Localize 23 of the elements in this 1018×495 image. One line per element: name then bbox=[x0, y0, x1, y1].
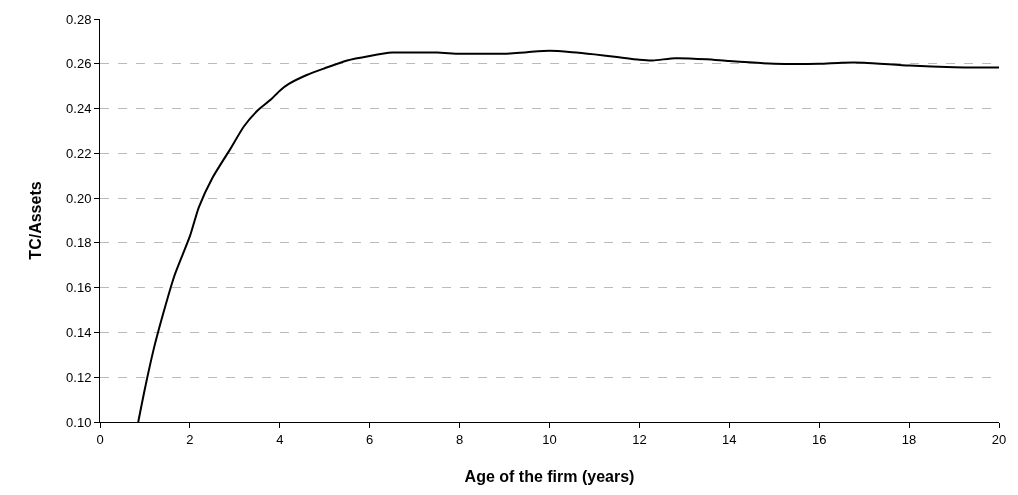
x-tick-label: 12 bbox=[632, 431, 647, 447]
y-tick-label: 0.16 bbox=[66, 280, 92, 296]
y-tick-label: 0.12 bbox=[66, 369, 92, 385]
y-tick-label: 0.28 bbox=[66, 11, 92, 27]
y-tick-label: 0.24 bbox=[66, 101, 92, 117]
y-tick-label: 0.22 bbox=[66, 145, 92, 161]
y-tick-label: 0.10 bbox=[66, 414, 92, 430]
x-tick-label: 10 bbox=[542, 431, 557, 447]
y-axis-title: TC/Assets bbox=[26, 181, 44, 260]
x-tick-label: 4 bbox=[276, 431, 284, 447]
x-tick-label: 16 bbox=[811, 431, 827, 447]
x-tick-label: 6 bbox=[366, 431, 374, 447]
x-tick-label: 18 bbox=[901, 431, 917, 447]
x-axis-title: Age of the firm (years) bbox=[464, 468, 635, 486]
x-tick-label: 2 bbox=[186, 431, 194, 447]
y-tick-label: 0.20 bbox=[66, 190, 92, 206]
y-tick-label: 0.26 bbox=[66, 56, 92, 72]
y-tick-label: 0.18 bbox=[66, 235, 92, 251]
y-tick-label: 0.14 bbox=[66, 324, 92, 340]
x-tick-label: 14 bbox=[722, 431, 737, 447]
x-tick-label: 20 bbox=[991, 431, 1007, 447]
x-tick-label: 8 bbox=[455, 431, 464, 447]
x-tick-label: 0 bbox=[96, 431, 104, 447]
